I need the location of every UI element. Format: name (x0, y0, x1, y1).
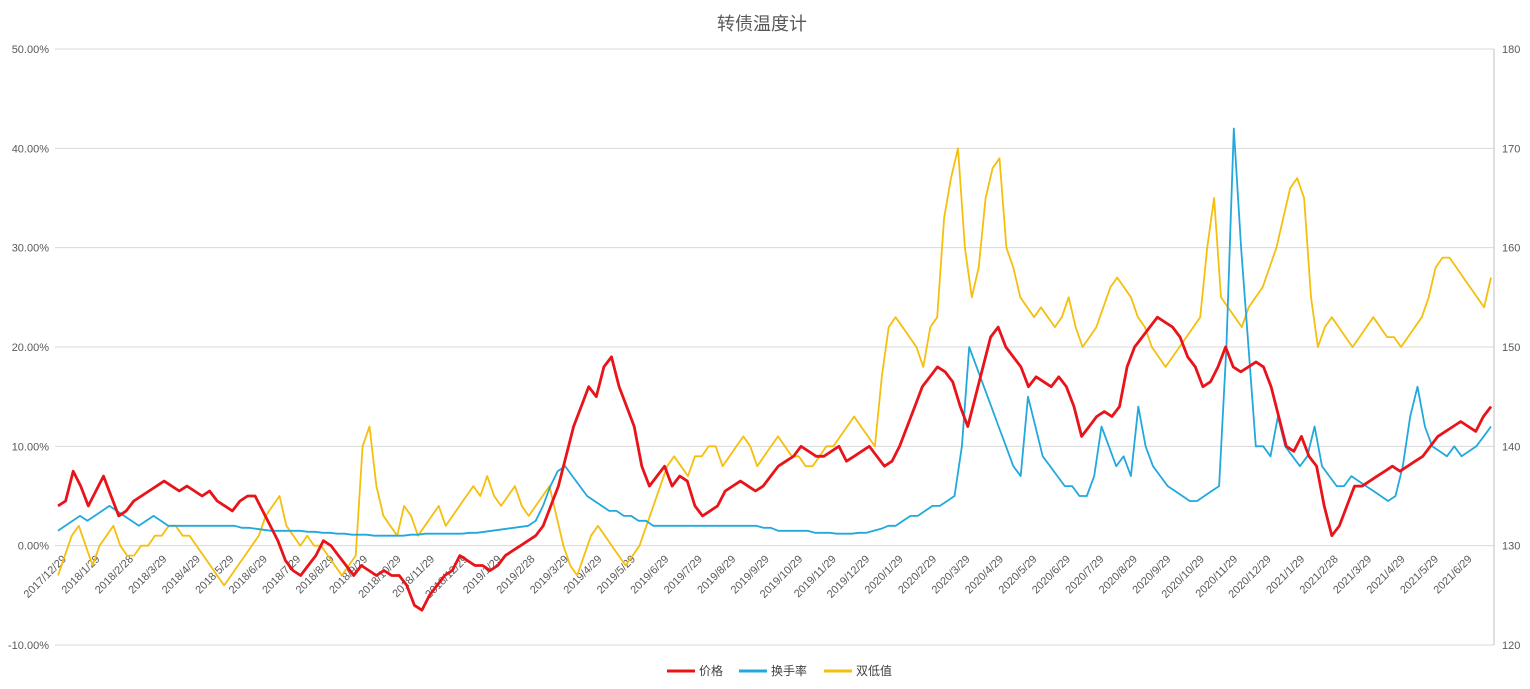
right-tick-label: 160 (1502, 243, 1520, 255)
left-tick-label: -10.00% (8, 640, 49, 652)
right-tick-label: 130 (1502, 541, 1520, 553)
series-line-价格 (57, 315, 1493, 612)
legend-label: 双低值 (856, 663, 892, 678)
right-tick-label: 140 (1502, 441, 1520, 453)
series-line-双低值 (57, 147, 1492, 587)
gridlines (55, 48, 1495, 646)
right-tick-label: 120 (1502, 640, 1520, 652)
left-tick-label: 0.00% (18, 541, 49, 553)
legend: 价格 换手率 双低值 (667, 663, 892, 678)
series-lines (57, 127, 1493, 612)
right-tick-label: 170 (1502, 143, 1520, 155)
right-tick-label: 150 (1502, 342, 1520, 354)
chart-title: 转债温度计 (717, 14, 807, 35)
left-tick-label: 10.00% (12, 441, 50, 453)
x-axis-ticks: 2017/12/292018/1/292018/2/282018/3/29201… (22, 553, 1475, 600)
left-tick-label: 40.00% (12, 143, 50, 155)
legend-label: 换手率 (771, 663, 807, 678)
left-tick-label: 50.00% (12, 44, 50, 56)
series-line-换手率 (57, 127, 1492, 537)
right-axis-ticks: 120 130 140 150 160 170 180 (1502, 44, 1520, 652)
x-tick-label: 2017/12/29 (22, 553, 69, 600)
left-tick-label: 30.00% (12, 243, 50, 255)
legend-label: 价格 (699, 663, 723, 678)
right-tick-label: 180 (1502, 44, 1520, 56)
left-tick-label: 20.00% (12, 342, 50, 354)
left-axis-ticks: -10.00% 0.00% 10.00% 20.00% 30.00% 40.00% 50.0… (8, 44, 49, 652)
